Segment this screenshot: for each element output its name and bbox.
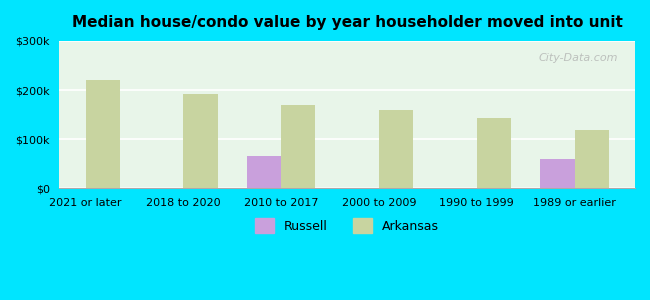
Bar — [247, 157, 281, 188]
Bar — [183, 94, 218, 188]
Title: Median house/condo value by year householder moved into unit: Median house/condo value by year househo… — [72, 15, 623, 30]
Bar — [540, 159, 575, 188]
Bar — [281, 105, 315, 188]
Bar — [575, 130, 609, 188]
Text: City-Data.com: City-Data.com — [538, 53, 617, 63]
Legend: Russell, Arkansas: Russell, Arkansas — [250, 213, 444, 238]
Bar — [477, 118, 511, 188]
Bar — [86, 80, 120, 188]
Bar — [379, 110, 413, 188]
